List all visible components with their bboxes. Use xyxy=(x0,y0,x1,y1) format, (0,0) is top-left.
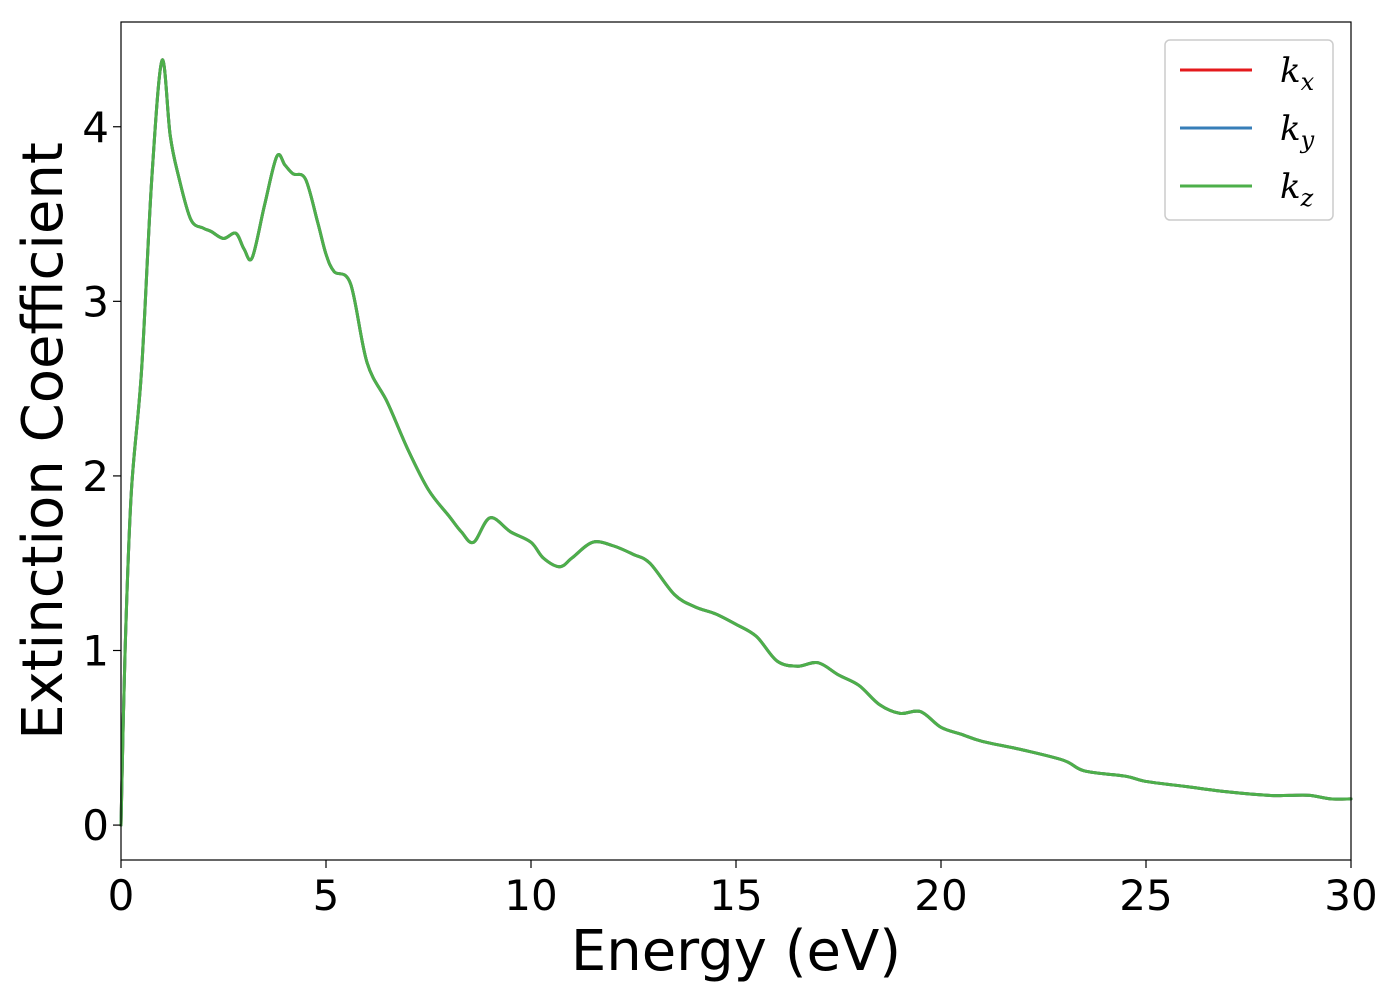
y-axis-title: Extinction Coefficient xyxy=(11,142,76,740)
x-tick-label: 20 xyxy=(914,871,967,920)
x-axis-title: Energy (eV) xyxy=(571,919,901,984)
legend-label-x: kx xyxy=(1280,51,1315,96)
y-axis-ticks: 0 1 2 3 4 xyxy=(82,103,121,850)
x-tick-label: 10 xyxy=(504,871,557,920)
x-tick-label: 30 xyxy=(1324,871,1377,920)
legend: kx ky kz xyxy=(1164,39,1334,221)
legend-label-y: ky xyxy=(1280,109,1315,154)
y-tick-label: 4 xyxy=(82,103,109,152)
y-tick-label: 0 xyxy=(82,801,109,850)
plot-area xyxy=(121,22,1351,860)
series-line-z xyxy=(119,58,1353,827)
x-tick-label: 5 xyxy=(313,871,340,920)
x-tick-label: 15 xyxy=(709,871,762,920)
x-tick-label: 25 xyxy=(1119,871,1172,920)
y-tick-label: 1 xyxy=(82,627,109,676)
series-layer xyxy=(119,58,1353,827)
x-axis-ticks: 0 5 10 15 20 25 30 xyxy=(108,860,1378,920)
y-tick-label: 2 xyxy=(82,452,109,501)
y-tick-label: 3 xyxy=(82,277,109,326)
x-tick-label: 0 xyxy=(108,871,135,920)
legend-box xyxy=(1164,39,1334,221)
legend-label-z: kz xyxy=(1280,167,1314,212)
